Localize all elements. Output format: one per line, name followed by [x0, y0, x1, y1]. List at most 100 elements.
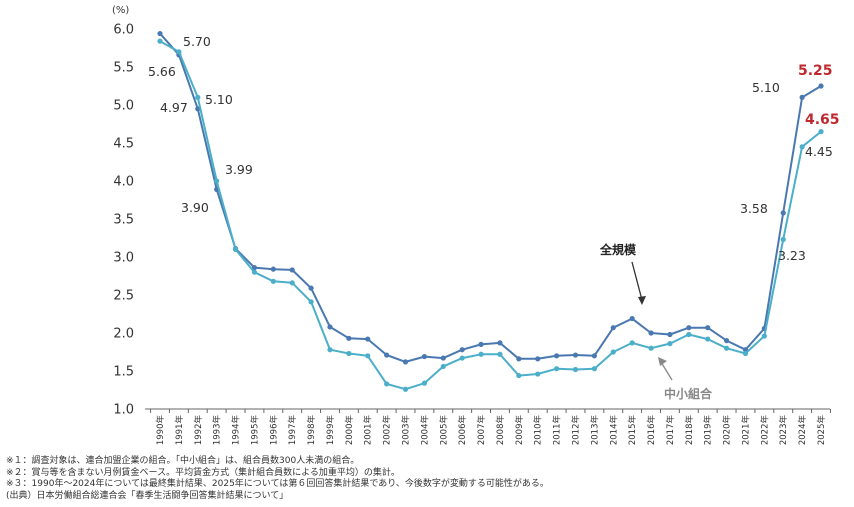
- x-tick-label: 2003年: [401, 415, 412, 446]
- data-point: [157, 38, 163, 44]
- data-point: [214, 178, 220, 184]
- footnotes: ※１：調査対象は、連合加盟企業の組合。「中小組合」は、組合員数300人未満の組合…: [6, 456, 549, 502]
- x-tick-label: 2011年: [552, 415, 563, 446]
- data-point: [402, 359, 409, 365]
- data-point: [346, 350, 352, 357]
- x-tick-label: 2001年: [363, 415, 374, 446]
- data-point: [308, 285, 314, 291]
- data-point: [251, 269, 258, 275]
- data-point: [742, 350, 749, 357]
- x-tick-label: 2004年: [419, 415, 430, 446]
- footnote-2: ※２：賞与等を含まない月例賃金ベース。平均賃金方式（集計組合員数による加重平均）…: [6, 467, 400, 478]
- y-tick-label: 4.0: [113, 175, 134, 190]
- x-tick-label: 2007年: [476, 415, 487, 446]
- x-tick-label: 1998年: [306, 415, 317, 446]
- y-tick-label: 2.5: [113, 289, 134, 304]
- x-tick-label: 2015年: [627, 415, 638, 446]
- y-tick-label: 1.0: [113, 403, 134, 418]
- series-line-small-medium: [159, 40, 822, 391]
- data-label: 3.58: [740, 201, 768, 216]
- data-point: [554, 353, 560, 359]
- data-point: [289, 267, 295, 273]
- data-point: [780, 236, 786, 243]
- data-point: [629, 340, 635, 346]
- data-label: 5.66: [148, 64, 176, 79]
- x-tick-label: 2022年: [759, 415, 770, 446]
- data-point: [705, 336, 711, 342]
- data-point: [270, 278, 276, 284]
- x-tick-label: 2025年: [816, 415, 827, 446]
- x-tick-label: 1997年: [287, 415, 298, 446]
- data-point: [365, 336, 371, 342]
- data-label: 5.10: [752, 80, 780, 95]
- data-point: [705, 325, 711, 331]
- data-point: [799, 94, 805, 100]
- y-tick-label: 3.0: [113, 251, 134, 266]
- data-point: [327, 347, 333, 353]
- data-point: [440, 363, 446, 370]
- y-unit-label: (%): [112, 5, 129, 16]
- y-tick-label: 5.0: [113, 99, 134, 114]
- x-tick-label: 2016年: [646, 415, 657, 446]
- annotation-arrow-shaft: [660, 361, 673, 381]
- data-point: [232, 246, 239, 252]
- data-point: [384, 381, 390, 387]
- annotation-arrow-shaft: [631, 261, 643, 301]
- data-point: [799, 144, 805, 150]
- x-tick-label: 2009年: [514, 415, 525, 446]
- data-point: [440, 355, 446, 361]
- data-label: 4.65: [805, 112, 840, 128]
- data-point: [686, 325, 692, 331]
- x-tick-label: 2014年: [608, 415, 619, 446]
- data-point: [308, 299, 314, 305]
- data-point: [421, 353, 428, 360]
- data-label: 5.10: [205, 92, 233, 107]
- data-point: [667, 331, 673, 338]
- data-point: [818, 129, 824, 135]
- x-tick-label: 2010年: [533, 415, 544, 446]
- data-point: [667, 341, 673, 347]
- data-point: [384, 352, 390, 358]
- x-tick-label: 1990年: [155, 415, 166, 446]
- data-label: 5.70: [183, 34, 211, 49]
- data-point: [402, 386, 409, 392]
- x-tick-label: 2017年: [665, 415, 676, 446]
- x-tick-label: 2013年: [589, 415, 600, 446]
- data-point: [497, 340, 503, 346]
- x-tick-label: 2000年: [344, 415, 355, 446]
- data-label: 3.90: [181, 200, 209, 215]
- series-line-all-sizes: [159, 32, 822, 363]
- y-tick-label: 2.0: [113, 327, 134, 342]
- data-point: [365, 353, 371, 359]
- annotation-arrowhead: [658, 357, 667, 366]
- data-label: 5.25: [798, 63, 833, 79]
- x-tick-label: 2023年: [778, 415, 789, 446]
- data-point: [761, 333, 767, 339]
- data-point: [686, 331, 692, 338]
- x-tick-label: 2012年: [570, 415, 581, 446]
- y-tick-label: 5.5: [113, 61, 134, 76]
- data-point: [195, 94, 201, 100]
- data-label: 3.23: [778, 248, 806, 263]
- data-point: [459, 347, 465, 353]
- data-point: [327, 324, 333, 330]
- data-point: [610, 325, 616, 331]
- data-point: [591, 353, 597, 359]
- x-tick-label: 1992年: [193, 415, 204, 446]
- x-tick-label: 2005年: [438, 415, 449, 446]
- data-point: [270, 266, 276, 272]
- data-point: [610, 349, 616, 355]
- data-point: [421, 380, 428, 386]
- data-label: 4.97: [160, 100, 188, 115]
- data-point: [723, 345, 730, 351]
- data-point: [251, 265, 258, 271]
- data-point: [535, 356, 541, 362]
- data-point: [478, 341, 484, 347]
- data-point: [289, 280, 295, 286]
- data-point: [516, 372, 522, 379]
- x-tick-label: 2020年: [722, 415, 733, 446]
- x-tick-label: 2008年: [495, 415, 506, 446]
- data-label: 4.45: [805, 144, 833, 159]
- annotation-arrowhead: [638, 296, 646, 305]
